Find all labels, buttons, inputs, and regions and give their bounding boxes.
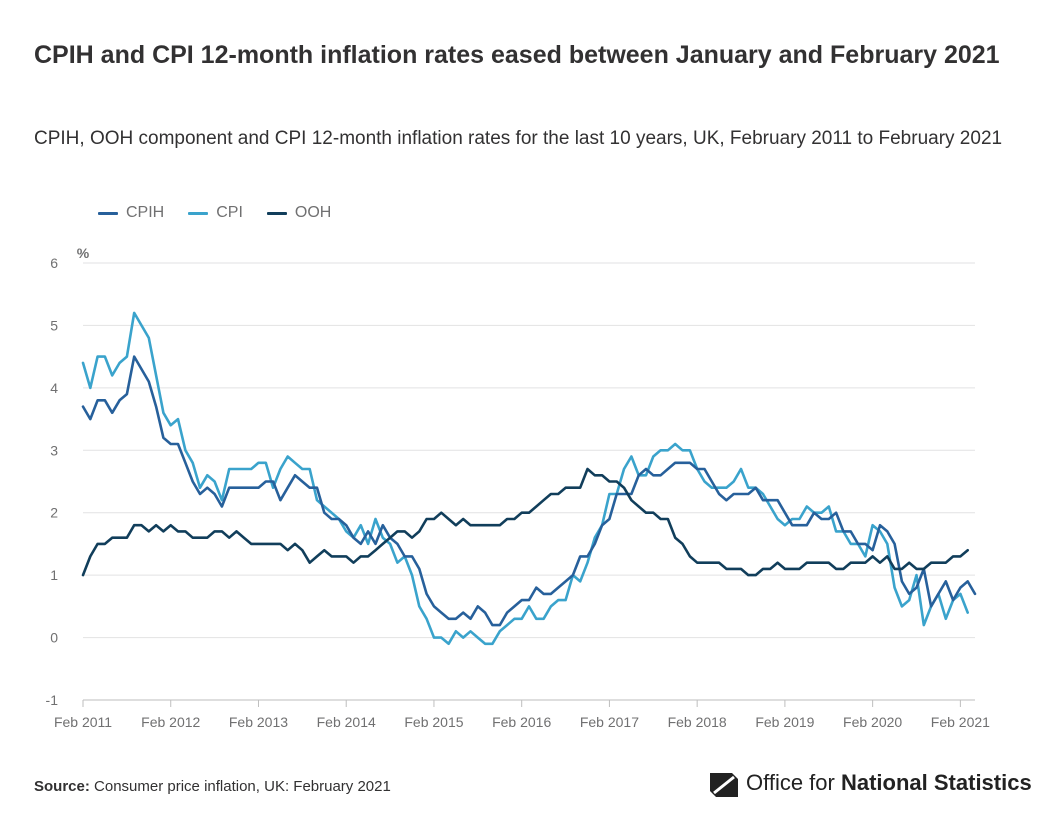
legend-swatch-ooh	[266, 211, 287, 215]
series-line-ooh	[81, 467, 969, 577]
y-axis-unit-label: %	[77, 245, 90, 261]
x-tick-label: Feb 2020	[843, 714, 902, 730]
legend-label-cpih: CPIH	[126, 204, 165, 221]
y-tick-label: -1	[46, 692, 59, 708]
legend-label-ooh: OOH	[294, 204, 332, 221]
legend-swatch-cpih	[98, 211, 118, 215]
x-tick-label: Feb 2018	[668, 714, 727, 730]
legend-swatch-cpi	[188, 211, 209, 215]
line-chart: -1 0 1 2 3 4 5 6% Feb 2011 Feb 2012 Feb 2013 Feb 20…	[46, 245, 991, 730]
ons-logo[interactable]: Office for National Statistics	[710, 769, 1032, 797]
legend-item-ooh[interactable]: OOH	[266, 204, 332, 222]
y-tick-label: 6	[50, 255, 58, 271]
x-tick-label: Feb 2019	[755, 714, 814, 730]
ons-logo-icon	[710, 773, 738, 797]
x-tick-label: Feb 2011	[54, 714, 112, 730]
y-tick-label: 2	[50, 505, 58, 521]
y-tick-label: 3	[50, 442, 58, 458]
chart-subtitle: CPIH, OOH component and CPI 12-month inf…	[34, 128, 1003, 149]
y-tick-label: 4	[50, 380, 58, 396]
y-tick-label: 5	[50, 317, 58, 333]
x-tick-label: Feb 2017	[580, 714, 639, 730]
x-tick-label: Feb 2014	[317, 714, 376, 730]
x-tick-label: Feb 2013	[229, 714, 288, 730]
x-tick-label: Feb 2016	[492, 714, 551, 730]
logo-prefix: Office for	[746, 770, 835, 795]
legend-item-cpi[interactable]: CPI	[188, 204, 243, 222]
source-label: Source:	[34, 778, 90, 795]
series-line-cpi	[81, 311, 969, 646]
source-link[interactable]: Consumer price inflation, UK: February 2…	[94, 778, 391, 795]
chart-legend: CPIH CPI OOH	[98, 204, 331, 222]
legend-item-cpih[interactable]: CPIH	[98, 204, 164, 222]
y-tick-label: 0	[50, 630, 58, 646]
y-tick-label: 1	[50, 567, 58, 583]
series-line-cpih	[81, 355, 977, 627]
x-tick-label: Feb 2021	[931, 714, 990, 730]
legend-label-cpi: CPI	[216, 204, 243, 221]
logo-name: National Statistics	[840, 770, 1032, 795]
x-tick-label: Feb 2012	[141, 714, 200, 730]
source-note: Source: Consumer price inflation, UK: Fe…	[34, 778, 391, 795]
x-tick-label: Feb 2015	[404, 714, 463, 730]
chart-title: CPIH and CPI 12-month inflation rates ea…	[34, 41, 1000, 69]
